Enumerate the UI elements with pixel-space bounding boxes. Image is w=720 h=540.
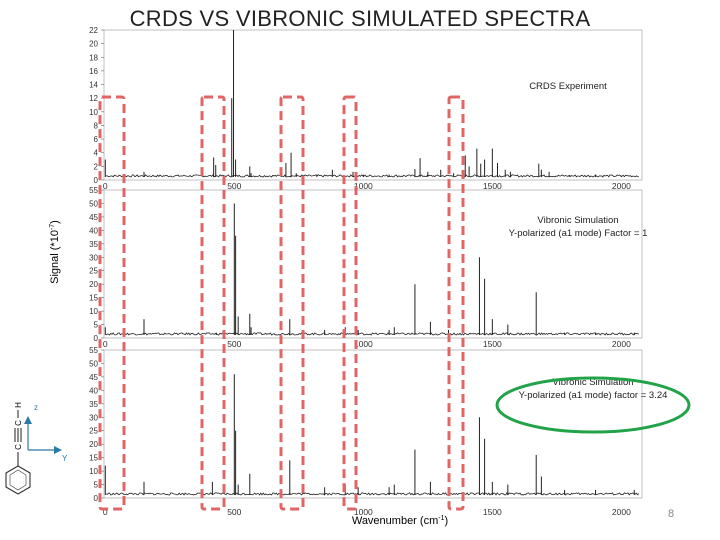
y-axis-label-close: ) (49, 220, 61, 224)
y-tick-label: 10 (89, 467, 98, 476)
y-tick-label: 10 (89, 108, 98, 117)
y-tick-label: 40 (89, 386, 98, 395)
panel-annotation: Y-polarized (a1 mode) Factor = 1 (509, 228, 648, 239)
spectrum-baseline (105, 174, 639, 178)
panel-annotation: CRDS Experiment (529, 81, 607, 92)
highlight-box (200, 95, 226, 511)
spectrum-panel-2: 0 5 10 15 20 25 30 35 40 45 50 55 Vibronic Simulatio… (89, 186, 647, 343)
highlight-box (279, 95, 305, 511)
x-tick-label: 2000 (612, 507, 631, 517)
x-tick-label: 0 (103, 181, 108, 191)
y-tick-label: 0 (94, 494, 99, 503)
y-tick-label: 20 (89, 40, 98, 49)
x-axis-label-close: ) (444, 515, 448, 527)
y-tick-label: 5 (94, 481, 99, 490)
y-tick-label: 25 (89, 267, 98, 276)
y-tick-label: 22 (89, 26, 98, 35)
axis-y-label: Y (62, 454, 68, 463)
x-axis-label: Wavenumber (cm-1) (352, 515, 448, 527)
slide-title: CRDS VS VIBRONIC SIMULATED SPECTRA (129, 6, 591, 31)
y-tick-label: 25 (89, 427, 98, 436)
x-tick-label: 1000 (354, 507, 373, 517)
y-tick-label: 18 (89, 53, 98, 62)
x-tick-label: 1000 (354, 181, 373, 191)
y-tick-label: 6 (94, 135, 99, 144)
y-tick-label: 8 (94, 121, 99, 130)
y-tick-label: 10 (89, 307, 98, 316)
x-axis-label-exp: -1 (438, 515, 444, 522)
panel-annotation: Vibronic Simulation (552, 377, 633, 388)
highlight-boxes (98, 95, 465, 511)
annotation-ellipse (495, 376, 691, 434)
y-tick-label: 20 (89, 280, 98, 289)
spectrum-panel-1: 0 2 4 6 8 10 12 14 16 18 20 22 CRDS Experiment (89, 26, 643, 185)
y-tick-label: 14 (89, 81, 98, 90)
x-tick-label: 2000 (612, 181, 631, 191)
y-tick-label: 15 (89, 294, 98, 303)
y-axis-label-exp: -7 (49, 224, 56, 230)
highlight-box (342, 95, 358, 511)
y-tick-label: 2 (94, 162, 99, 171)
spectrum-baseline (105, 332, 640, 336)
panel-frame (103, 189, 643, 339)
y-tick-label: 35 (89, 400, 98, 409)
y-tick-label: 12 (89, 94, 98, 103)
atom-c1-label: C (14, 420, 23, 426)
y-tick-label: 35 (89, 240, 98, 249)
panel-annotation: Vibronic Simulation (537, 215, 618, 226)
atom-c2-label: C (14, 444, 23, 450)
y-tick-label: 4 (94, 149, 99, 158)
y-tick-label: 5 (94, 321, 99, 330)
x-tick-labels: 0 500 1000 1500 2000 0 500 1000 1500 2000 0 500 1000… (103, 181, 631, 517)
y-axis-label: Signal (*10-7) (49, 220, 61, 284)
y-tick-label: 55 (89, 186, 98, 195)
panel-annotation: Y-polarized (a1 mode) factor = 3.24 (519, 390, 668, 401)
y-tick-label: 0 (94, 176, 99, 185)
spectrum-panel-3: 0 5 10 15 20 25 30 35 40 45 50 55 Vibronic Simulatio… (89, 346, 667, 503)
y-tick-label: 30 (89, 253, 98, 262)
x-tick-label: 500 (227, 181, 241, 191)
highlight-box (98, 95, 126, 511)
atom-h-label: H (14, 402, 23, 408)
spectrum-baseline (105, 492, 640, 496)
x-tick-label: 1000 (354, 339, 373, 349)
y-tick-label: 50 (89, 359, 98, 368)
panel-frame (103, 29, 643, 181)
x-tick-label: 1500 (483, 181, 502, 191)
x-tick-label: 1500 (483, 507, 502, 517)
x-tick-label: 0 (103, 507, 108, 517)
page-number: 8 (668, 508, 675, 520)
y-tick-label: 40 (89, 226, 98, 235)
x-tick-label: 500 (227, 507, 241, 517)
y-tick-label: 55 (89, 346, 98, 355)
y-tick-label: 30 (89, 413, 98, 422)
y-tick-label: 45 (89, 373, 98, 382)
x-tick-label: 1500 (483, 339, 502, 349)
x-tick-label: 2000 (612, 339, 631, 349)
y-tick-label: 0 (94, 334, 99, 343)
y-tick-label: 20 (89, 440, 98, 449)
molecule-diagram (5, 410, 62, 495)
panel-frame (103, 349, 643, 499)
axis-z-label: z (34, 403, 38, 412)
highlight-box (447, 95, 465, 511)
y-tick-label: 50 (89, 199, 98, 208)
y-tick-label: 16 (89, 67, 98, 76)
y-tick-label: 15 (89, 454, 98, 463)
x-tick-label: 500 (227, 339, 241, 349)
x-tick-label: 0 (103, 339, 108, 349)
y-tick-label: 45 (89, 213, 98, 222)
